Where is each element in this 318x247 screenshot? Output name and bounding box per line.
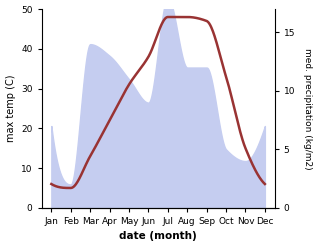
Y-axis label: max temp (C): max temp (C) — [5, 75, 16, 142]
X-axis label: date (month): date (month) — [119, 231, 197, 242]
Y-axis label: med. precipitation (kg/m2): med. precipitation (kg/m2) — [303, 48, 313, 169]
